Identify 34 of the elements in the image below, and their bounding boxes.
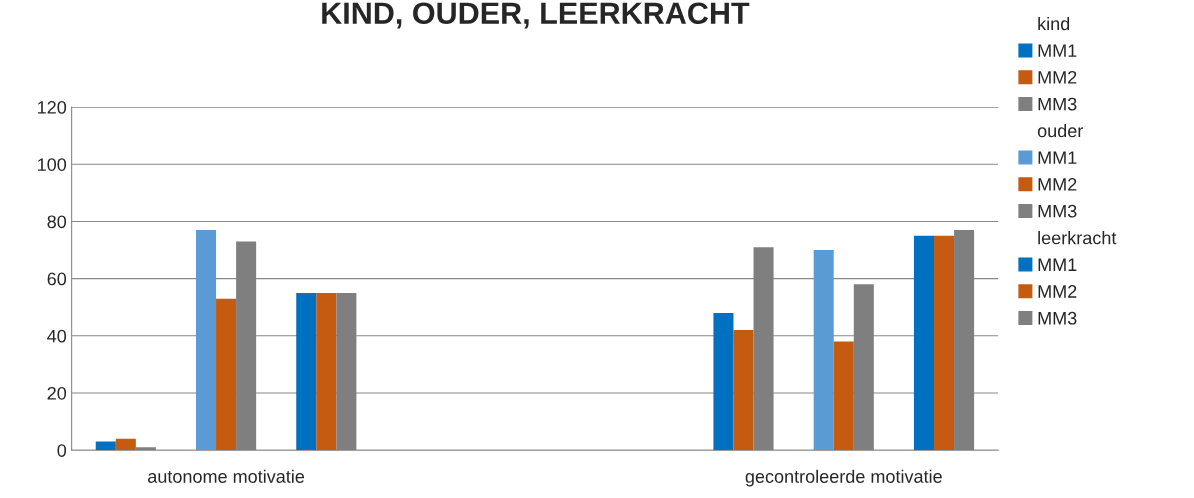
bar [95,441,116,451]
bar [813,250,834,451]
text: ouder [1037,124,1083,138]
bar [913,235,934,451]
bar [933,235,955,451]
bar [216,298,237,451]
legend-label: MM2 [1038,70,1077,84]
bar [733,330,754,451]
legend-label: MM1 [1038,44,1077,57]
y-tick-label: 60 [47,272,67,286]
bar [833,341,854,451]
bar [195,230,217,451]
y-tick-label: 120 [38,101,67,114]
y-tick-label: 100 [38,158,67,171]
chart-title: KIND, OUDER, LEERKRACHT [322,2,750,29]
legend-label: MM3 [1038,97,1077,111]
bar [713,312,734,451]
y-tick-label: 0 [57,444,67,457]
y-tick-label: 40 [47,329,67,343]
legend-label: MM2 [1038,178,1077,191]
legend-label: MM2 [1038,285,1077,298]
text: kind [1038,16,1070,31]
bar [115,438,136,451]
legend-label: MM3 [1038,311,1077,325]
bar [296,292,317,451]
bar [316,292,337,451]
y-tick-label: 80 [47,215,67,229]
x-tick-label: gecontroleerde motivatie [745,469,942,487]
legend-label: MM1 [1038,151,1077,164]
x-tick-label: autonome motivatie [148,469,305,483]
y-tick-label: 20 [47,386,67,400]
legend-label: MM1 [1038,258,1077,271]
legend-label: MM3 [1038,204,1077,218]
text: leerkracht [1038,231,1117,245]
